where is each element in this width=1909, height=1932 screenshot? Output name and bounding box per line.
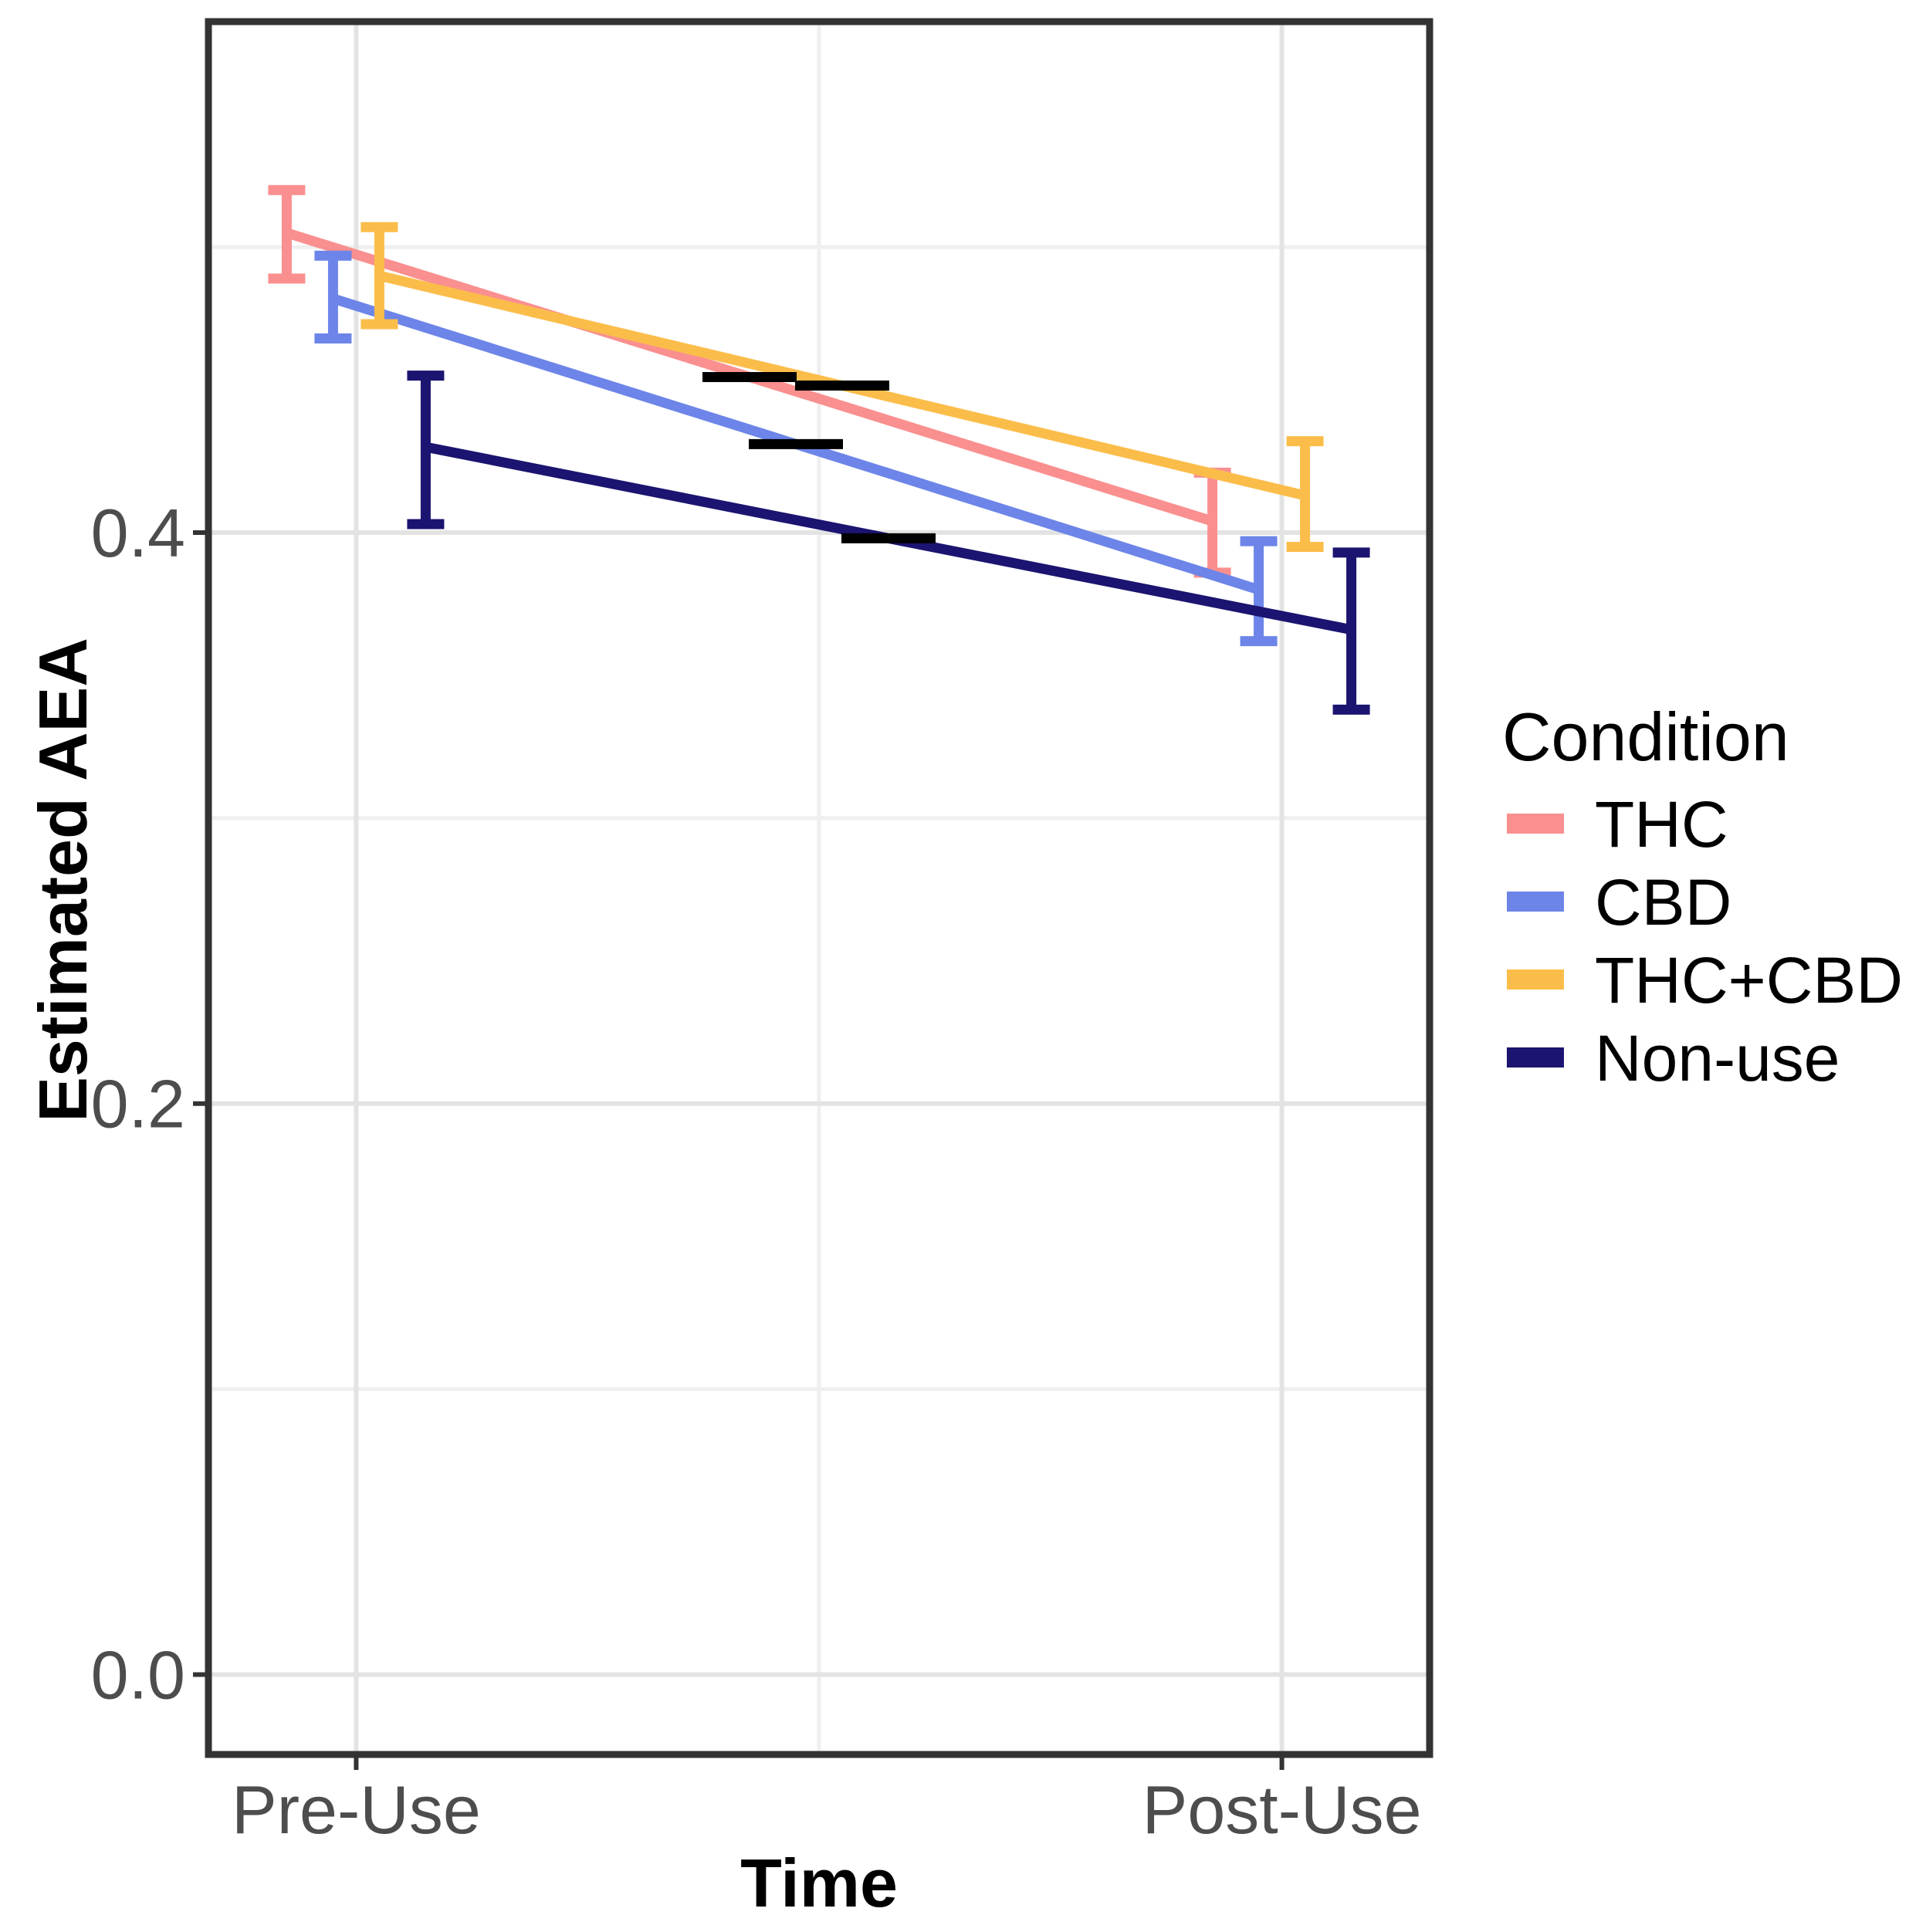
legend-item-THC: THC bbox=[1507, 788, 1728, 861]
gridlines bbox=[208, 22, 1430, 1754]
y-tick-label: 0.0 bbox=[91, 1636, 185, 1713]
legend-item-THC+CBD: THC+CBD bbox=[1507, 944, 1903, 1017]
tick-labels: 0.0 0.2 0.4 Pre-Use Post-Use bbox=[91, 495, 1422, 1848]
legend-key-swatch bbox=[1507, 969, 1564, 990]
legend-item-label: THC bbox=[1595, 788, 1728, 861]
x-axis-title: Time bbox=[740, 1845, 898, 1921]
y-axis-title: Estimated AEA bbox=[25, 638, 101, 1122]
panel-border bbox=[205, 18, 1433, 1758]
legend-key-swatch bbox=[1507, 892, 1564, 912]
y-tick-label: 0.4 bbox=[91, 495, 185, 571]
midpoint-dashes bbox=[702, 371, 936, 543]
legend-title: Condition bbox=[1502, 699, 1789, 775]
x-tick-label: Post-Use bbox=[1142, 1771, 1422, 1848]
x-tick-label: Pre-Use bbox=[232, 1771, 481, 1848]
legend-key-swatch bbox=[1507, 814, 1564, 834]
legend-item-label: THC+CBD bbox=[1595, 944, 1903, 1017]
axis-ticks bbox=[193, 530, 1285, 1770]
legend-item-CBD: CBD bbox=[1507, 866, 1731, 939]
y-tick-label: 0.2 bbox=[91, 1066, 185, 1142]
legend-key-swatch bbox=[1507, 1047, 1564, 1068]
legend-item-label: CBD bbox=[1595, 866, 1731, 939]
legend-item-label: Non-use bbox=[1595, 1022, 1840, 1095]
legend-item-Non-use: Non-use bbox=[1507, 1022, 1840, 1095]
